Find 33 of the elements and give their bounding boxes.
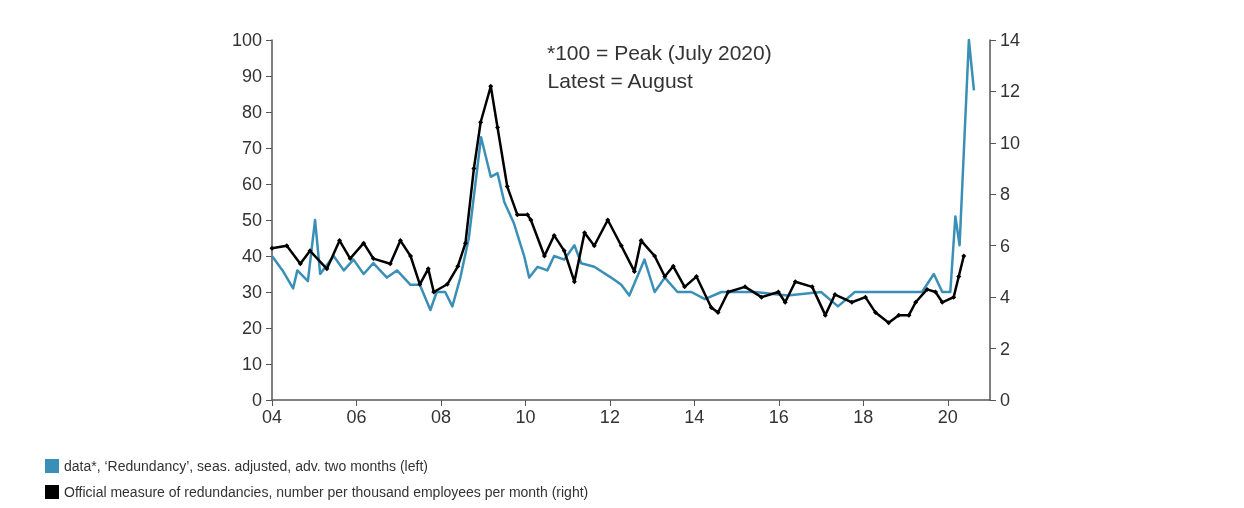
y2-tick-label: 0 — [1000, 390, 1011, 410]
y-tick-label: 80 — [241, 102, 262, 122]
legend-label: Official measure of redundancies, number per thousand employees per month (right) — [64, 484, 589, 500]
y2-tick-label: 6 — [1000, 235, 1011, 256]
y-tick-label: 10 — [241, 354, 262, 374]
x-tick-label: 20 — [937, 407, 958, 427]
y-tick-label: 30 — [241, 282, 262, 302]
x-tick-label: 14 — [684, 407, 705, 427]
line-series — [270, 38, 976, 312]
x-tick-label: 04 — [261, 407, 283, 427]
y2-tick-label: 14 — [1000, 30, 1021, 50]
y2-tick-label: 2 — [1000, 338, 1011, 359]
y-tick-label: 70 — [241, 138, 262, 158]
y2-tick-label: 12 — [1000, 81, 1021, 102]
x-tick-label: 10 — [515, 407, 536, 427]
x-tick-label: 16 — [768, 407, 789, 427]
y2-tick-label: 10 — [1000, 132, 1021, 153]
y2-tick-label: 8 — [1000, 184, 1011, 205]
y2-tick-label: 4 — [1000, 287, 1011, 308]
y-tick-label: 50 — [241, 210, 262, 230]
y-tick-label: 100 — [231, 30, 262, 50]
x-tick-label: 06 — [346, 407, 367, 427]
y-tick-label: 60 — [241, 174, 262, 194]
y-tick-label: 20 — [241, 318, 262, 338]
annotation: *100 = Peak (July 2020) — [547, 41, 772, 64]
annotation: Latest = August — [547, 69, 694, 92]
legend-label: data*, ‘Redundancy’, seas. adjusted, adv. two months (left) — [64, 458, 428, 474]
y-tick-label: 0 — [251, 390, 262, 410]
y-tick-label: 40 — [241, 246, 262, 266]
x-tick-label: 08 — [430, 407, 451, 427]
x-tick-label: 18 — [853, 407, 874, 427]
x-tick-label: 12 — [599, 407, 620, 427]
y-tick-label: 90 — [241, 66, 262, 86]
